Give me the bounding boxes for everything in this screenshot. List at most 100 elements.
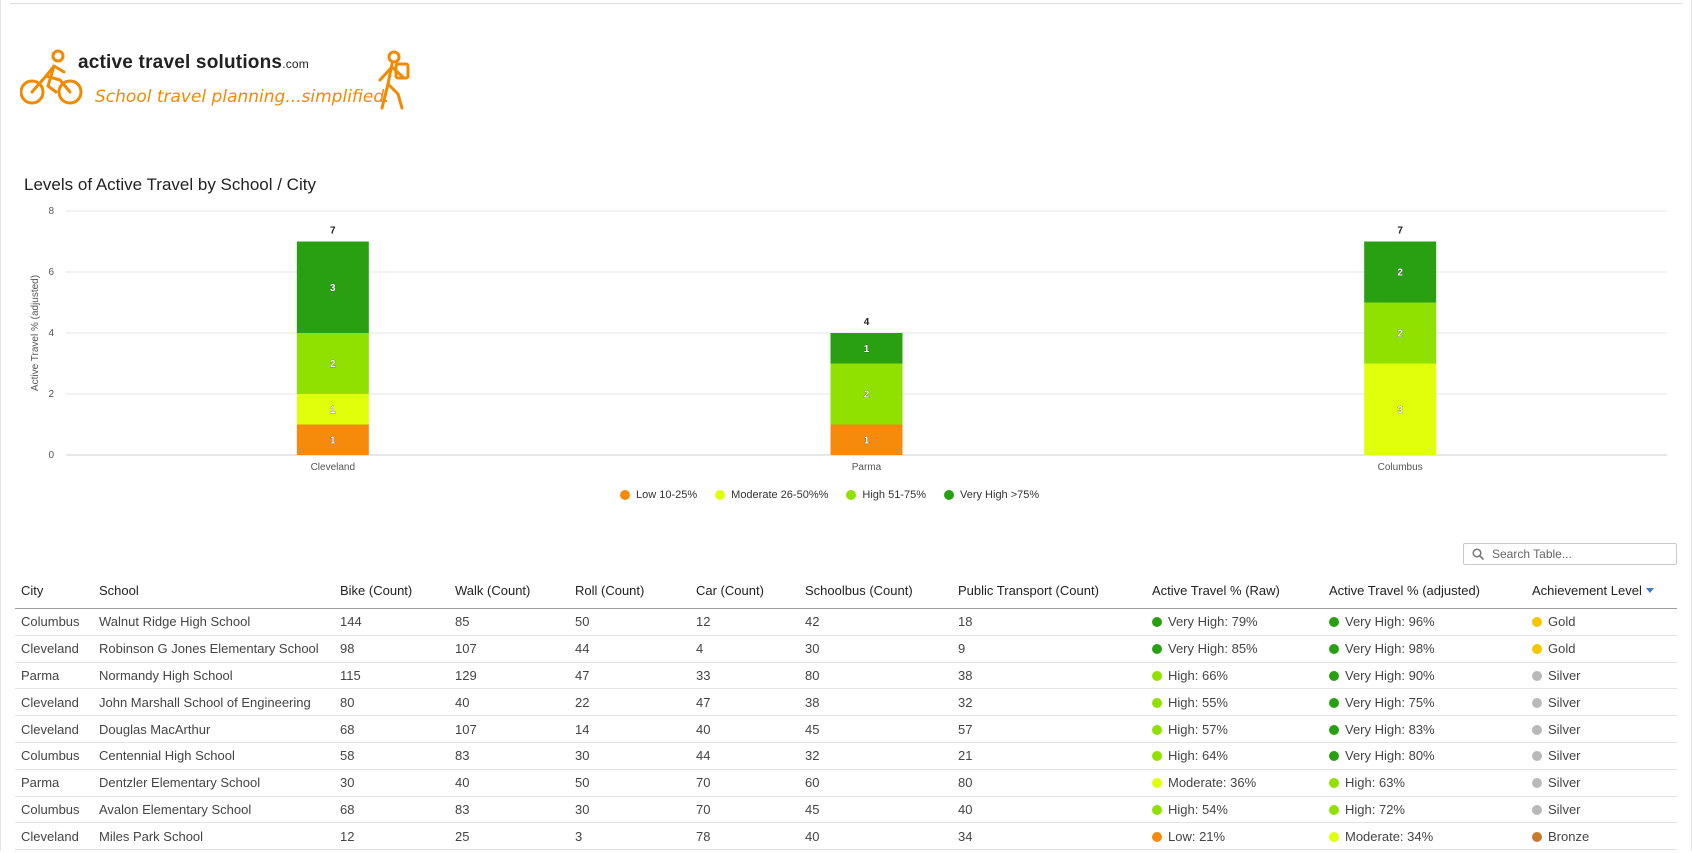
table-row[interactable]: Cleveland John Marshall School of Enginee… bbox=[15, 688, 1677, 717]
cell-roll: 30 bbox=[569, 742, 690, 770]
cell-schoolbus: 42 bbox=[799, 608, 952, 636]
cell-text: Very High: 79% bbox=[1168, 614, 1258, 630]
cell-text: Very High: 90% bbox=[1345, 667, 1435, 683]
cell-text: Silver bbox=[1548, 775, 1581, 791]
sort-descending-icon[interactable] bbox=[1645, 587, 1654, 593]
cell-bike: 68 bbox=[334, 715, 449, 743]
table-row[interactable]: Columbus Walnut Ridge High School 144 85 50 1… bbox=[15, 608, 1677, 636]
bar-segment bbox=[296, 424, 369, 455]
y-tick-label: 2 bbox=[48, 389, 54, 400]
cell-walk: 85 bbox=[449, 608, 569, 636]
legend-marker-icon bbox=[943, 490, 954, 500]
bar-segment bbox=[296, 333, 369, 394]
cell-roll: 22 bbox=[569, 688, 690, 717]
table-row[interactable]: Cleveland Robinson G Jones Elementary Sch… bbox=[15, 635, 1677, 663]
status-dot-icon bbox=[1329, 804, 1339, 815]
table-row[interactable]: Cleveland Miles Park School 12 25 3 78 40 34 Low… bbox=[15, 822, 1677, 851]
cell-text: Very High: 75% bbox=[1345, 694, 1435, 710]
status-dot-icon bbox=[1152, 724, 1162, 735]
cell-bike: 58 bbox=[334, 742, 449, 770]
table-row[interactable]: Columbus Centennial High School 58 83 30 44 32… bbox=[15, 742, 1677, 770]
bar-total-label: 4 bbox=[864, 317, 870, 328]
status-dot-icon bbox=[1532, 831, 1542, 842]
table-row[interactable]: Columbus Avalon Elementary School 68 83 30 70… bbox=[15, 796, 1677, 824]
cell-text: Gold bbox=[1548, 614, 1576, 630]
cell-active-raw: High: 57% bbox=[1146, 715, 1323, 743]
status-dot-icon bbox=[1152, 778, 1162, 789]
search-box[interactable] bbox=[1463, 543, 1677, 565]
cell-achievement: Bronze bbox=[1526, 822, 1677, 851]
cell-text: Gold bbox=[1548, 641, 1576, 657]
legend-item[interactable]: High 51-75% bbox=[846, 489, 926, 501]
cell-active-adjusted: Very High: 83% bbox=[1323, 715, 1526, 743]
cell-text: Very High: 96% bbox=[1345, 614, 1435, 630]
cell-schoolbus: 30 bbox=[799, 635, 952, 663]
status-dot-icon bbox=[1532, 697, 1542, 708]
col-header-achievement[interactable]: Achievement Level bbox=[1526, 572, 1677, 609]
status-dot-icon bbox=[1152, 751, 1162, 762]
cell-city: Parma bbox=[15, 662, 93, 690]
cell-schoolbus: 80 bbox=[799, 662, 952, 690]
schools-table: City School Bike (Count) Walk (Count) Ro… bbox=[15, 572, 1677, 851]
col-header-roll[interactable]: Roll (Count) bbox=[569, 572, 690, 609]
cell-car: 12 bbox=[690, 608, 799, 636]
cell-roll: 47 bbox=[569, 662, 690, 690]
cell-text: Very High: 85% bbox=[1168, 641, 1258, 657]
status-dot-icon bbox=[1532, 724, 1542, 735]
legend-item[interactable]: Very High >75% bbox=[943, 489, 1040, 501]
bar-segment bbox=[830, 424, 903, 455]
brand-logo: active travel solutions.com School trave… bbox=[18, 46, 438, 118]
bar-segment bbox=[296, 241, 369, 333]
cell-roll: 30 bbox=[569, 796, 690, 824]
bar-segment-label: 2 bbox=[1397, 268, 1403, 279]
cell-car: 47 bbox=[690, 688, 799, 717]
legend-label: Very High >75% bbox=[959, 489, 1040, 501]
legend-label: Low 10-25% bbox=[636, 489, 698, 501]
cell-active-adjusted: Very High: 75% bbox=[1323, 688, 1526, 717]
cell-walk: 129 bbox=[449, 662, 569, 690]
cell-bike: 115 bbox=[334, 662, 449, 690]
legend-marker-icon bbox=[620, 490, 630, 500]
col-header-public-transport[interactable]: Public Transport (Count) bbox=[952, 572, 1146, 609]
cell-active-raw: High: 55% bbox=[1146, 688, 1323, 717]
bar-segment-label: 3 bbox=[330, 283, 336, 294]
status-dot-icon bbox=[1152, 697, 1162, 708]
cell-text: High: 57% bbox=[1168, 721, 1228, 737]
cell-walk: 83 bbox=[449, 742, 569, 770]
cell-walk: 107 bbox=[449, 715, 569, 743]
legend-item[interactable]: Low 10-25% bbox=[620, 489, 697, 501]
col-header-active-adjusted[interactable]: Active Travel % (adjusted) bbox=[1323, 572, 1526, 609]
top-divider bbox=[10, 3, 1682, 4]
bar-segment-label: 1 bbox=[330, 405, 336, 416]
chart-legend: Low 10-25% Moderate 26-50%% High 51-75% Ver… bbox=[620, 489, 1039, 501]
legend-item[interactable]: Moderate 26-50%% bbox=[715, 489, 828, 501]
col-header-schoolbus[interactable]: Schoolbus (Count) bbox=[799, 572, 952, 609]
cell-school: Miles Park School bbox=[93, 822, 334, 851]
col-header-walk[interactable]: Walk (Count) bbox=[449, 572, 569, 609]
cell-active-adjusted: High: 72% bbox=[1323, 796, 1526, 824]
brand-name: active travel solutions.com bbox=[78, 52, 309, 73]
col-header-bike[interactable]: Bike (Count) bbox=[334, 572, 449, 609]
cell-achievement: Silver bbox=[1526, 796, 1677, 824]
cell-text: Very High: 83% bbox=[1345, 721, 1435, 737]
x-tick-label: Columbus bbox=[1378, 462, 1423, 473]
search-input[interactable] bbox=[1492, 547, 1662, 561]
col-header-active-raw[interactable]: Active Travel % (Raw) bbox=[1146, 572, 1323, 609]
cell-text: Silver bbox=[1548, 748, 1581, 764]
col-header-school[interactable]: School bbox=[93, 572, 334, 609]
cell-public-transport: 38 bbox=[952, 662, 1146, 690]
cell-text: High: 72% bbox=[1345, 801, 1405, 817]
y-tick-label: 6 bbox=[48, 267, 54, 278]
cell-bike: 30 bbox=[334, 769, 449, 797]
col-header-car[interactable]: Car (Count) bbox=[690, 572, 799, 609]
cell-active-adjusted: Very High: 98% bbox=[1323, 635, 1526, 663]
cell-car: 4 bbox=[690, 635, 799, 663]
table-row[interactable]: Parma Normandy High School 115 129 47 33 80 38 H… bbox=[15, 662, 1677, 690]
table-row[interactable]: Parma Dentzler Elementary School 30 40 50 70 6… bbox=[15, 769, 1677, 797]
cell-active-adjusted: Very High: 90% bbox=[1323, 662, 1526, 690]
cell-text: High: 66% bbox=[1168, 667, 1228, 683]
col-header-city[interactable]: City bbox=[15, 572, 93, 609]
bar-segment-label: 1 bbox=[864, 435, 870, 446]
table-row[interactable]: Cleveland Douglas MacArthur 68 107 14 40 45 57 H… bbox=[15, 715, 1677, 743]
bar-segment bbox=[830, 363, 903, 425]
